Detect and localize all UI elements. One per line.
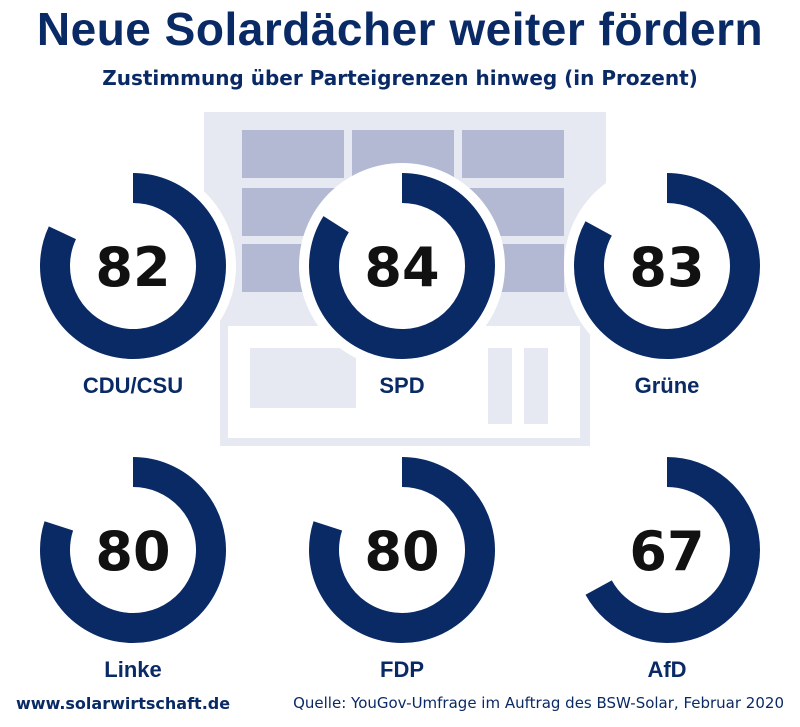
source-note: Quelle: YouGov-Umfrage im Auftrag des BS… bbox=[293, 694, 784, 712]
progress-arc bbox=[574, 173, 760, 359]
ring-cdu-csu: 82 CDU/CSU bbox=[30, 163, 236, 398]
value-label: 80 bbox=[95, 520, 170, 583]
ring-afd: 67 AfD bbox=[564, 447, 770, 682]
category-label: FDP bbox=[380, 657, 424, 682]
progress-arc bbox=[585, 457, 760, 643]
solar-panel bbox=[242, 130, 344, 178]
value-label: 80 bbox=[364, 520, 439, 583]
ring-fdp: 80 FDP bbox=[299, 447, 505, 682]
progress-rings: 82 CDU/CSU 84 SPD 83 Grüne 80 Linke 80 FDP 67 AfD bbox=[30, 163, 770, 682]
ring-grüne: 83 Grüne bbox=[564, 163, 770, 398]
category-label: AfD bbox=[647, 657, 686, 682]
building-door-right bbox=[524, 348, 548, 424]
chart-title: Neue Solardächer weiter fördern bbox=[36, 3, 764, 55]
ring-linke: 80 Linke bbox=[30, 447, 236, 682]
progress-arc bbox=[309, 173, 495, 359]
building-door-left bbox=[488, 348, 512, 424]
chart-subtitle: Zustimmung über Parteigrenzen hinweg (in… bbox=[102, 66, 698, 90]
progress-arc bbox=[40, 457, 226, 643]
value-label: 82 bbox=[95, 236, 170, 299]
ring-spd: 84 SPD bbox=[299, 163, 505, 398]
value-label: 67 bbox=[629, 520, 704, 583]
category-label: CDU/CSU bbox=[83, 373, 183, 398]
category-label: SPD bbox=[379, 373, 424, 398]
category-label: Grüne bbox=[635, 373, 700, 398]
solar-panel bbox=[462, 130, 564, 178]
value-label: 84 bbox=[364, 236, 439, 299]
website-link[interactable]: www.solarwirtschaft.de bbox=[16, 694, 231, 713]
building-window bbox=[250, 348, 356, 408]
category-label: Linke bbox=[104, 657, 161, 682]
value-label: 83 bbox=[629, 236, 704, 299]
progress-arc bbox=[40, 173, 226, 359]
progress-arc bbox=[309, 457, 495, 643]
